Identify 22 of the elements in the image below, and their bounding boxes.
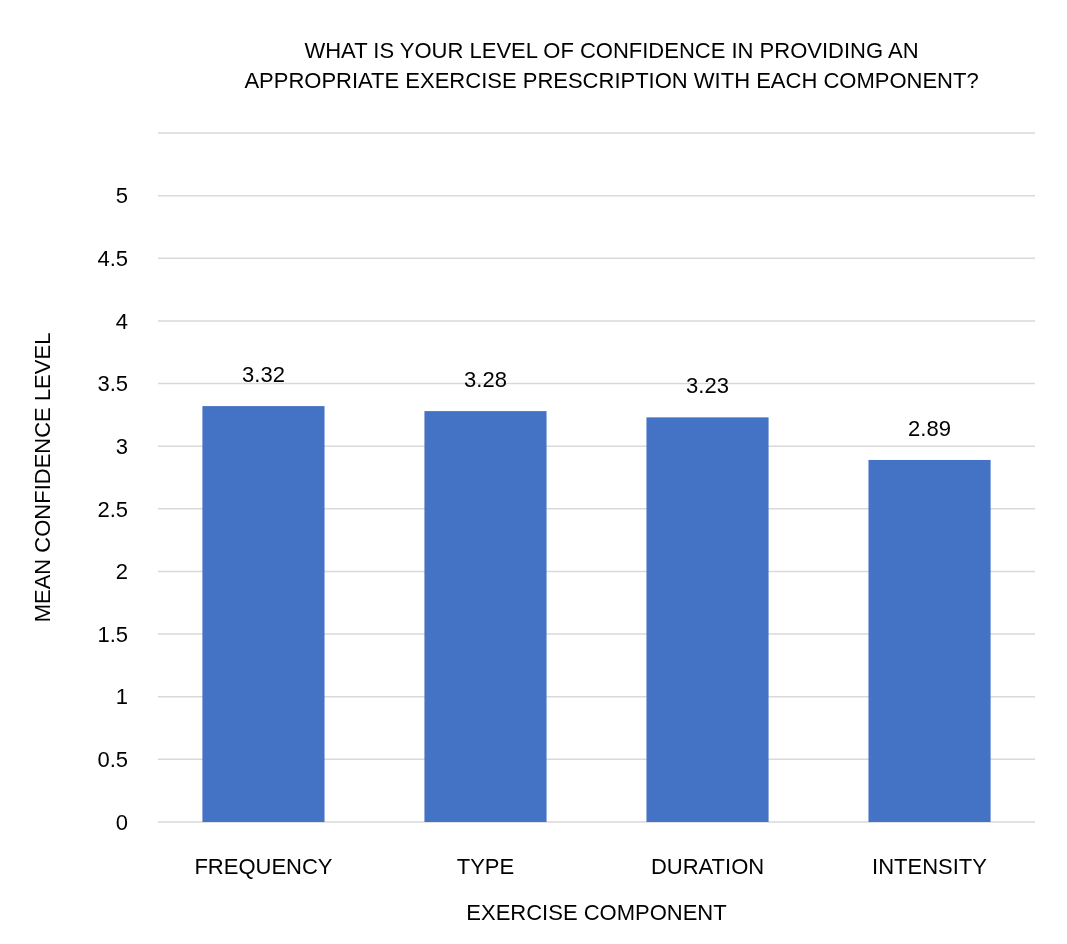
y-tick-label: 4.5: [97, 245, 128, 271]
x-tick-label: TYPE: [456, 854, 515, 879]
y-tick-label: 5: [115, 183, 128, 209]
y-axis-title: MEAN CONFIDENCE LEVEL: [30, 332, 55, 623]
y-tick-label: 0: [115, 809, 128, 835]
y-tick-label: 1: [115, 684, 128, 710]
y-tick-label: 0.5: [97, 747, 128, 773]
y-tick-label: 3: [115, 433, 128, 459]
data-label: 2.89: [908, 415, 951, 441]
x-tick-label: DURATION: [650, 854, 765, 879]
y-tick-label: 2.5: [97, 496, 128, 522]
y-tick-label: 3.5: [97, 371, 128, 397]
y-tick-label: 1.5: [97, 621, 128, 647]
data-label: 3.23: [686, 373, 729, 399]
y-tick-label: 4: [115, 308, 128, 334]
y-tick-label: 2: [115, 559, 128, 585]
data-label: 3.32: [242, 362, 285, 388]
chart-title: WHAT IS YOUR LEVEL OF CONFIDENCE IN PROVIDING AN APPROPRIATE EXERCISE PRESCRIPTION WITH EACH COMPONENT?: [244, 38, 979, 93]
data-label: 3.28: [464, 367, 507, 393]
x-tick-label: INTENSITY: [872, 854, 988, 879]
x-axis-title: EXERCISE COMPONENT: [466, 900, 727, 925]
x-tick-label: FREQUENCY: [194, 854, 333, 879]
